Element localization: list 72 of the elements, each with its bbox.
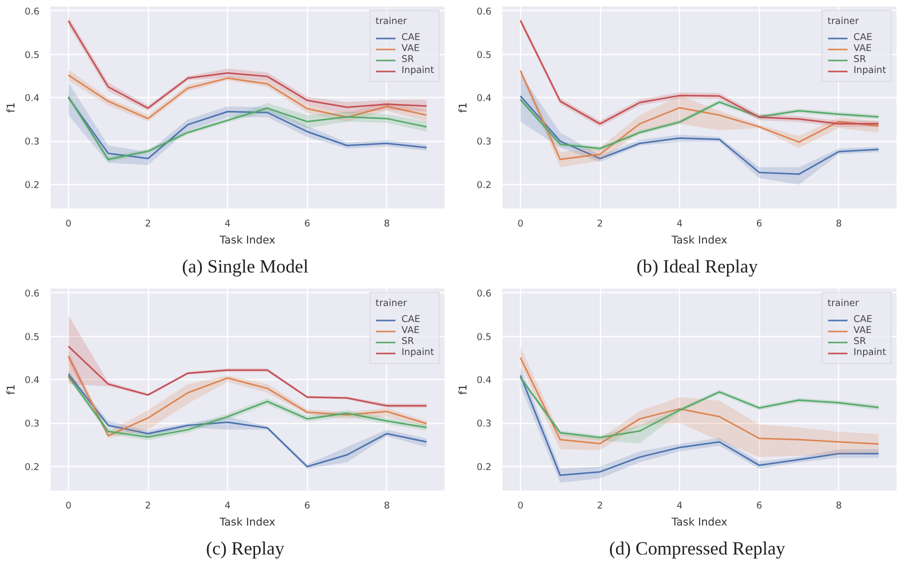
legend-label: CAE [402,32,422,43]
x-tick-label: 0 [517,218,524,230]
legend-label: Inpaint [854,347,886,358]
x-tick-label: 4 [224,218,231,230]
legend-label: Inpaint [402,65,434,76]
y-tick-label: 0.6 [476,288,492,300]
legend-label: CAE [854,32,874,43]
x-tick-label: 8 [836,500,842,512]
text: (a) Single Model [182,256,308,278]
legend-label: VAE [854,43,873,54]
x-tick-label: 8 [836,218,842,230]
x-tick-label: 4 [676,500,683,512]
legend-label: VAE [402,325,421,336]
legend-title: trainer [376,16,408,27]
y-axis-title: f1 [456,384,470,395]
legend-label: SR [402,336,415,347]
y-tick-label: 0.4 [476,93,492,104]
legend-title: trainer [376,298,408,309]
y-tick-label: 0.6 [24,6,40,18]
legend-label: CAE [854,314,874,325]
legend-label: SR [854,336,867,347]
y-axis-title: f1 [4,102,18,113]
x-tick-label: 2 [145,218,151,230]
x-tick-label: 0 [517,500,524,512]
y-tick-label: 0.6 [476,6,492,18]
text: (d) Compressed Replay [609,538,786,560]
x-axis-title: Task Index [670,516,728,528]
y-tick-label: 0.3 [476,418,492,430]
legend-label: SR [402,54,415,65]
y-tick-label: 0.4 [476,375,492,386]
y-tick-label: 0.5 [24,332,40,343]
legend-label: Inpaint [402,347,434,358]
y-tick-label: 0.3 [476,136,492,148]
y-tick-label: 0.5 [24,50,40,61]
y-axis-title: f1 [4,384,18,395]
x-tick-label: 0 [65,500,72,512]
x-axis-title: Task Index [218,516,276,528]
x-tick-label: 2 [145,500,151,512]
x-tick-label: 6 [304,218,310,230]
x-axis-title: Task Index [670,234,728,246]
y-tick-label: 0.4 [24,93,40,104]
x-tick-label: 0 [65,218,72,230]
y-tick-label: 0.4 [24,375,40,386]
legend-title: trainer [828,16,860,27]
x-tick-label: 2 [597,500,603,512]
y-tick-label: 0.2 [476,180,492,192]
x-tick-label: 6 [756,218,762,230]
x-tick-label: 8 [384,500,390,512]
x-tick-label: 8 [384,218,390,230]
y-tick-label: 0.5 [476,332,492,343]
text: (b) Ideal Replay [636,256,758,278]
x-tick-label: 4 [676,218,683,230]
y-axis-title: f1 [456,102,470,113]
y-tick-label: 0.5 [476,50,492,61]
legend-label: CAE [402,314,422,325]
x-tick-label: 6 [756,500,762,512]
legend-title: trainer [828,298,860,309]
y-tick-label: 0.2 [476,462,492,474]
y-tick-label: 0.2 [24,180,40,192]
legend-label: VAE [402,43,421,54]
x-tick-label: 4 [224,500,231,512]
x-axis-title: Task Index [218,234,276,246]
x-tick-label: 6 [304,500,310,512]
y-tick-label: 0.6 [24,288,40,300]
y-tick-label: 0.2 [24,462,40,474]
y-tick-label: 0.3 [24,136,40,148]
legend-label: SR [854,54,867,65]
text: (c) Replay [206,538,285,560]
y-tick-label: 0.3 [24,418,40,430]
legend-label: VAE [854,325,873,336]
x-tick-label: 2 [597,218,603,230]
legend-label: Inpaint [854,65,886,76]
